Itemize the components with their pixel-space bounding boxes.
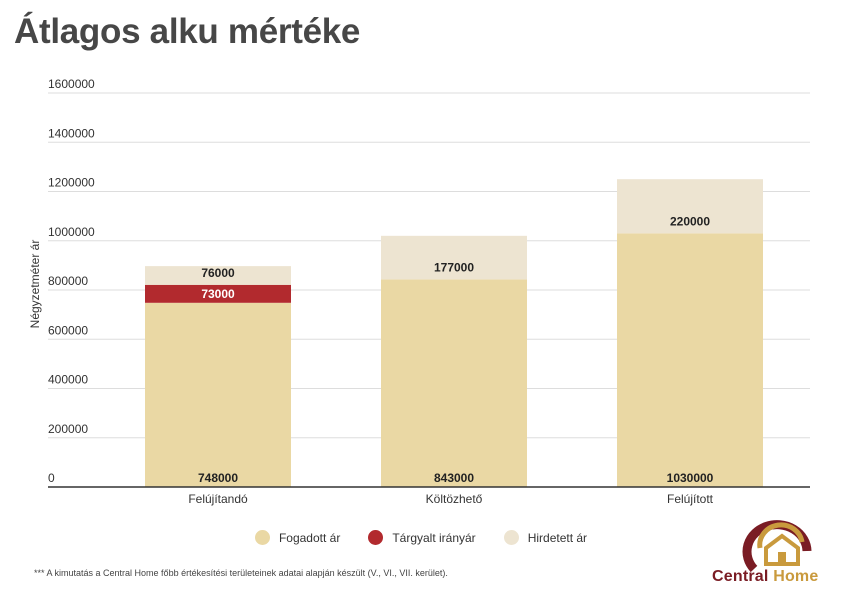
bar-1 bbox=[617, 233, 763, 487]
bar-1 bbox=[145, 302, 291, 487]
y-tick-label: 1200000 bbox=[48, 176, 95, 190]
bar-1 bbox=[381, 279, 527, 487]
legend-label: Hirdetett ár bbox=[527, 530, 588, 545]
central-home-logo bbox=[742, 520, 812, 573]
data-label: 220000 bbox=[670, 214, 710, 228]
y-axis-ticks: 0 200000 400000 600000 800000 1000000 1200000 1… bbox=[48, 77, 95, 485]
data-label: 1030000 bbox=[667, 471, 714, 485]
y-tick-label: 800000 bbox=[48, 274, 88, 288]
stacked-bar-chart: 0 200000 400000 600000 800000 1000000 1200000 1… bbox=[28, 77, 810, 506]
data-label: 76000 bbox=[201, 266, 235, 280]
y-tick-label: 600000 bbox=[48, 323, 88, 337]
y-tick-label: 400000 bbox=[48, 373, 88, 387]
x-tick-label: Költözhető bbox=[426, 492, 483, 506]
legend-item: Fogadott ár bbox=[254, 530, 341, 545]
x-tick-label: Felújítandó bbox=[188, 492, 248, 506]
legend-label: Fogadott ár bbox=[278, 530, 341, 545]
data-labels: 748000 73000 76000 843000 177000 1030000 22000… bbox=[198, 214, 714, 485]
legend-item: Hirdetett ár bbox=[503, 530, 588, 545]
bar-3 bbox=[145, 266, 291, 285]
legend-label: Tárgyalt irányár bbox=[392, 530, 476, 545]
x-tick-label: Felújított bbox=[667, 492, 714, 506]
logo-word-central: Central bbox=[712, 568, 769, 585]
y-tick-label: 200000 bbox=[48, 422, 88, 436]
logo-text: Central Home bbox=[712, 568, 818, 586]
y-tick-label: 1000000 bbox=[48, 225, 95, 239]
footnote: *** A kimutatás a Central Home főbb érté… bbox=[34, 568, 448, 578]
legend-item: Tárgyalt irányár bbox=[368, 530, 476, 545]
y-tick-label: 1400000 bbox=[48, 126, 95, 140]
x-axis-ticks: Felújítandó Költözhető Felújított bbox=[188, 492, 713, 506]
data-label: 73000 bbox=[201, 287, 235, 301]
data-label: 177000 bbox=[434, 260, 474, 274]
legend-swatch bbox=[254, 530, 270, 545]
bar-3 bbox=[617, 179, 763, 234]
y-axis-label: Négyzetméter ár bbox=[28, 240, 42, 329]
legend-swatch bbox=[503, 530, 519, 545]
bar-2 bbox=[145, 284, 291, 303]
y-tick-label: 0 bbox=[48, 471, 55, 485]
logo-word-home: Home bbox=[773, 568, 819, 585]
y-tick-label: 1600000 bbox=[48, 77, 95, 91]
chart-title: Átlagos alku mértéke bbox=[14, 12, 361, 51]
data-label: 843000 bbox=[434, 471, 474, 485]
legend-swatch bbox=[368, 530, 384, 545]
legend: Fogadott ár Tárgyalt irányár Hirdetett ár bbox=[0, 530, 842, 545]
data-label: 748000 bbox=[198, 471, 238, 485]
bars bbox=[145, 179, 763, 487]
bar-3 bbox=[381, 235, 527, 280]
